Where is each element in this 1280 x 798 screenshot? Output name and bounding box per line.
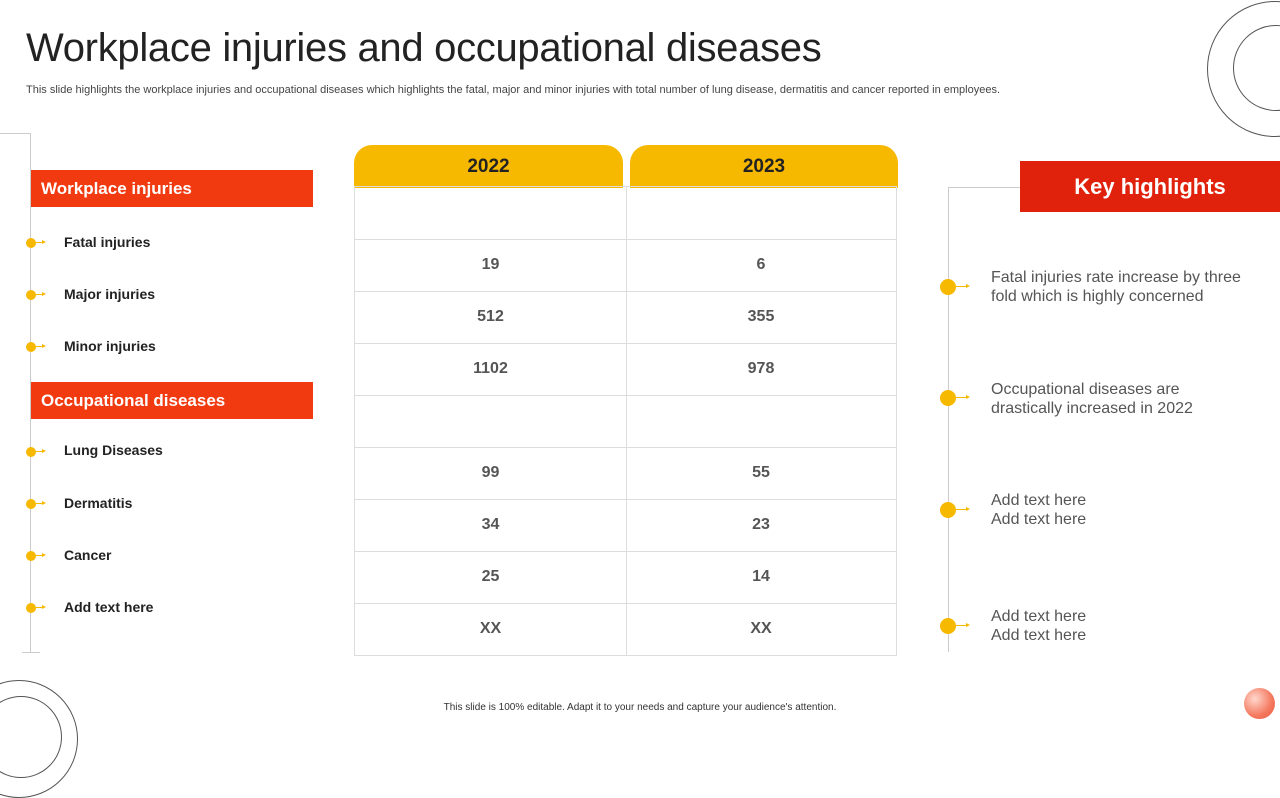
bullet-arrow-icon — [26, 238, 48, 248]
table-cell-2022 — [355, 187, 627, 239]
category-item-cancer: Cancer — [64, 547, 112, 563]
table-row — [355, 395, 896, 448]
page-subtitle: This slide highlights the workplace inju… — [26, 84, 1001, 96]
highlight-line: fold which is highly concerned — [991, 288, 1204, 305]
data-table: 19 6 512 355 1102 978 99 55 34 23 25 14 … — [354, 186, 897, 656]
table-cell-2023: 355 — [747, 308, 775, 325]
table-row: 512 355 — [355, 291, 896, 344]
highlight-item-1: Fatal injuries rate increase by three fo… — [991, 268, 1261, 306]
highlight-item-3: Add text here Add text here — [991, 491, 1261, 529]
key-highlights-header: Key highlights — [1020, 161, 1280, 212]
table-cell-2023: 55 — [752, 464, 770, 481]
bullet-arrow-icon — [26, 290, 48, 300]
highlight-bullet-icon — [940, 502, 972, 518]
table-cell-2023 — [626, 187, 896, 239]
highlight-line: Fatal injuries rate increase by three — [991, 269, 1241, 286]
table-row: 25 14 — [355, 551, 896, 604]
table-cell-2022: 512 — [355, 291, 627, 343]
table-row: 99 55 — [355, 447, 896, 500]
table-cell-2023: 6 — [756, 256, 766, 273]
bullet-arrow-icon — [26, 499, 48, 509]
table-cell-2022: 19 — [355, 239, 627, 291]
left-connector-bottom — [22, 652, 40, 653]
highlight-line: drastically increased in 2022 — [991, 400, 1193, 417]
highlight-bullet-icon — [940, 390, 972, 406]
table-row: 1102 978 — [355, 343, 896, 396]
highlight-line: Add text here — [991, 608, 1087, 625]
table-row: XX XX — [355, 603, 896, 655]
left-connector-line — [30, 133, 31, 653]
bullet-arrow-icon — [26, 603, 48, 613]
table-cell-2023: 14 — [752, 568, 770, 585]
category-item-dermatitis: Dermatitis — [64, 495, 133, 511]
highlight-line: Add text here — [991, 511, 1087, 528]
table-row: 19 6 — [355, 239, 896, 292]
bullet-arrow-icon — [26, 447, 48, 457]
table-cell-2022: 25 — [355, 551, 627, 603]
bullet-arrow-icon — [26, 342, 48, 352]
table-cell-2022 — [355, 395, 627, 447]
highlight-item-4: Add text here Add text here — [991, 607, 1261, 645]
highlight-item-2: Occupational diseases are drastically in… — [991, 380, 1261, 418]
highlights-connector-top — [948, 187, 1020, 188]
table-cell-2022: 1102 — [355, 343, 627, 395]
table-cell-2022: 34 — [355, 499, 627, 551]
category-item-fatal-injuries: Fatal injuries — [64, 234, 151, 250]
workplace-injuries-header: Workplace injuries — [31, 170, 313, 207]
category-item-minor-injuries: Minor injuries — [64, 338, 156, 354]
table-cell-2023 — [626, 395, 896, 447]
table-cell-2022: 99 — [355, 447, 627, 499]
category-item-major-injuries: Major injuries — [64, 286, 156, 302]
highlights-connector-line — [948, 187, 949, 652]
highlight-bullet-icon — [940, 618, 972, 634]
category-item-lung-diseases: Lung Diseases — [64, 442, 163, 458]
decorative-ball-icon — [1244, 688, 1275, 719]
table-row — [355, 187, 896, 240]
table-cell-2023: 23 — [752, 516, 770, 533]
table-cell-2023: XX — [750, 620, 772, 637]
page-title: Workplace injuries and occupational dise… — [26, 26, 822, 70]
bullet-arrow-icon — [26, 551, 48, 561]
occupational-diseases-header: Occupational diseases — [31, 382, 313, 419]
table-cell-2023: 978 — [747, 360, 775, 377]
year-tab-2023: 2023 — [630, 145, 898, 188]
highlight-line: Add text here — [991, 627, 1087, 644]
table-row: 34 23 — [355, 499, 896, 552]
highlight-line: Occupational diseases are — [991, 381, 1180, 398]
highlight-line: Add text here — [991, 492, 1087, 509]
footer-note: This slide is 100% editable. Adapt it to… — [443, 702, 837, 713]
highlight-bullet-icon — [940, 279, 972, 295]
table-cell-2022: XX — [355, 603, 627, 655]
year-tab-2022: 2022 — [354, 145, 623, 188]
left-connector-top — [0, 133, 30, 134]
category-item-add-text: Add text here — [64, 599, 154, 615]
